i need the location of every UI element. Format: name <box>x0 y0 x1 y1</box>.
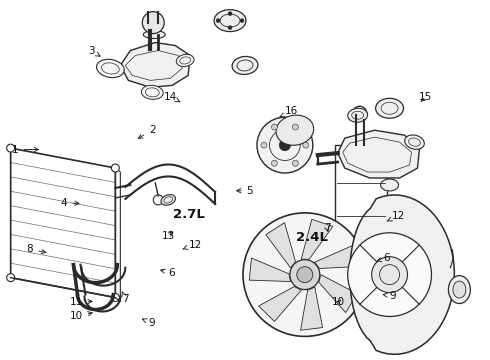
Text: 15: 15 <box>419 92 432 102</box>
Ellipse shape <box>176 54 194 67</box>
Ellipse shape <box>143 31 165 39</box>
Text: 16: 16 <box>279 106 298 117</box>
Circle shape <box>371 257 408 293</box>
Text: 6: 6 <box>377 253 390 263</box>
Text: 7: 7 <box>122 292 128 305</box>
Text: 10: 10 <box>332 297 345 307</box>
Circle shape <box>271 160 277 166</box>
Circle shape <box>279 140 291 151</box>
Text: 9: 9 <box>383 291 396 301</box>
Circle shape <box>297 267 313 283</box>
Text: 12: 12 <box>387 211 406 221</box>
Text: 12: 12 <box>183 239 202 249</box>
Circle shape <box>228 12 232 15</box>
Circle shape <box>293 124 298 130</box>
Polygon shape <box>266 223 295 268</box>
Circle shape <box>271 124 277 130</box>
Circle shape <box>293 160 298 166</box>
Text: 7: 7 <box>324 224 330 233</box>
Circle shape <box>228 26 232 30</box>
Circle shape <box>257 117 313 173</box>
Ellipse shape <box>453 281 466 298</box>
Circle shape <box>240 19 244 23</box>
Circle shape <box>111 293 120 302</box>
Circle shape <box>111 164 120 172</box>
Polygon shape <box>121 42 190 87</box>
Circle shape <box>142 12 164 33</box>
Ellipse shape <box>348 108 368 122</box>
Circle shape <box>261 142 267 148</box>
Text: 4: 4 <box>61 198 79 208</box>
Ellipse shape <box>405 135 424 149</box>
Circle shape <box>348 233 432 316</box>
Text: 2: 2 <box>138 125 155 139</box>
Text: 3: 3 <box>88 46 100 56</box>
Ellipse shape <box>276 115 314 145</box>
Ellipse shape <box>376 98 404 118</box>
Text: 10: 10 <box>70 311 92 321</box>
Ellipse shape <box>448 276 470 303</box>
Circle shape <box>7 274 15 282</box>
Circle shape <box>216 19 220 23</box>
Polygon shape <box>319 275 357 312</box>
Text: 6: 6 <box>161 268 175 278</box>
Text: 2.7L: 2.7L <box>173 208 205 221</box>
Circle shape <box>7 144 15 152</box>
Text: 2.4L: 2.4L <box>296 231 328 244</box>
Polygon shape <box>249 258 291 282</box>
Polygon shape <box>315 246 360 269</box>
Ellipse shape <box>161 195 175 205</box>
Polygon shape <box>301 219 333 259</box>
Polygon shape <box>259 287 301 321</box>
Circle shape <box>303 142 309 148</box>
Text: 9: 9 <box>143 319 155 328</box>
Circle shape <box>290 260 320 289</box>
Ellipse shape <box>214 10 246 32</box>
Text: 5: 5 <box>237 186 253 196</box>
Polygon shape <box>338 130 419 178</box>
Polygon shape <box>350 195 454 354</box>
Circle shape <box>243 213 367 336</box>
Text: 11: 11 <box>70 297 92 307</box>
Text: 14: 14 <box>164 92 180 102</box>
Ellipse shape <box>232 57 258 75</box>
Polygon shape <box>300 287 322 330</box>
Text: 1: 1 <box>12 144 38 154</box>
Text: 8: 8 <box>26 244 46 254</box>
Ellipse shape <box>381 179 398 191</box>
Ellipse shape <box>97 59 124 78</box>
Ellipse shape <box>141 85 163 99</box>
Text: 13: 13 <box>162 231 175 240</box>
